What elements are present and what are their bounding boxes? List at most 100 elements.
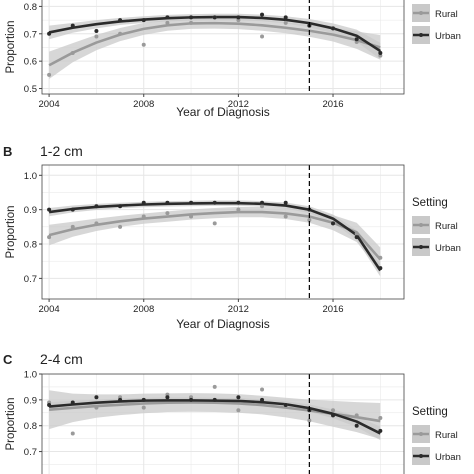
y-tick-label: 0.7 (24, 274, 37, 285)
x-tick-label: 2008 (133, 99, 154, 110)
data-point-urban (378, 266, 383, 271)
panel-letter: C (3, 352, 13, 367)
data-point-rural (354, 413, 359, 418)
data-point-rural (236, 207, 241, 212)
data-point-rural (307, 418, 312, 423)
data-point-rural (236, 408, 241, 413)
y-tick-label: 0.8 (24, 421, 37, 432)
data-point-rural (165, 211, 170, 216)
data-point-urban (118, 204, 123, 209)
y-axis-title: Proportion (5, 205, 17, 258)
legend-label-urban: Urban (435, 452, 461, 463)
data-point-urban (354, 235, 359, 240)
data-point-urban (141, 18, 146, 23)
legend-label-urban: Urban (435, 243, 461, 254)
y-tick-label: 0.7 (24, 29, 37, 40)
panel-title: 2-4 cm (40, 351, 83, 367)
y-tick-label: 1.0 (24, 370, 37, 381)
data-point-urban (118, 397, 123, 402)
data-point-rural (283, 20, 288, 25)
plot-marks (47, 374, 383, 474)
data-point-rural (212, 384, 217, 389)
data-point-urban (141, 200, 146, 205)
x-tick-label: 2004 (39, 99, 60, 110)
data-point-urban (94, 395, 99, 400)
data-point-rural (260, 387, 265, 392)
data-point-urban (94, 29, 99, 34)
plot-border (41, 373, 405, 474)
data-point-urban (260, 200, 265, 205)
data-point-rural (378, 53, 383, 58)
data-point-urban (283, 200, 288, 205)
data-point-urban (236, 15, 241, 20)
y-tick-label: 0.8 (24, 2, 37, 13)
data-point-rural (70, 431, 75, 436)
y-tick-label: 0.7 (24, 447, 37, 458)
y-tick-label: 1.0 (24, 171, 37, 182)
x-axis-title: Year of Diagnosis (176, 317, 270, 331)
y-tick-label: 0.9 (24, 205, 37, 216)
data-point-rural (47, 72, 52, 77)
y-tick-label: 0.9 (24, 395, 37, 406)
data-point-rural (212, 221, 217, 226)
x-tick-label: 2008 (133, 304, 154, 315)
data-point-urban (212, 200, 217, 205)
fit-line-rural (48, 21, 381, 67)
data-point-rural (260, 204, 265, 209)
y-tick-label: 0.8 (24, 240, 37, 251)
data-point-rural (94, 34, 99, 39)
data-point-rural (70, 50, 75, 55)
data-point-rural (141, 214, 146, 219)
plot-border (41, 164, 405, 300)
data-point-rural (141, 42, 146, 47)
data-point-rural (260, 34, 265, 39)
data-point-urban (331, 413, 336, 418)
confidence-ribbon-urban (49, 13, 381, 60)
panel-a: 0.5 0.6 0.7 0.8 2004 2008 2012 2016 Proportion Ye… (5, 0, 461, 119)
data-point-rural (236, 18, 241, 23)
legend-label-rural: Rural (435, 221, 458, 232)
x-tick-label: 2016 (322, 304, 343, 315)
legend-key-point (419, 33, 423, 37)
legend-key-point (419, 223, 423, 227)
data-point-rural (165, 20, 170, 25)
y-tick-label: 0.5 (24, 84, 37, 95)
data-point-urban (283, 15, 288, 20)
confidence-ribbon-rural (49, 206, 381, 272)
data-point-rural (189, 20, 194, 25)
x-tick-label: 2012 (228, 304, 249, 315)
data-point-urban (70, 23, 75, 28)
data-point-rural (94, 221, 99, 226)
x-tick-label: 2012 (228, 99, 249, 110)
data-point-urban (70, 207, 75, 212)
data-point-urban (118, 18, 123, 23)
data-point-urban (331, 221, 336, 226)
data-point-urban (189, 397, 194, 402)
data-point-urban (165, 200, 170, 205)
y-tick-label: 0.6 (24, 57, 37, 68)
data-point-urban (47, 31, 52, 36)
data-point-rural (378, 415, 383, 420)
data-point-urban (212, 15, 217, 20)
data-point-rural (70, 224, 75, 229)
legend-key-point (419, 11, 423, 15)
data-point-urban (283, 403, 288, 408)
data-point-urban (47, 403, 52, 408)
legend-key-point (419, 245, 423, 249)
data-point-rural (354, 40, 359, 44)
data-point-urban (189, 15, 194, 20)
data-point-rural (118, 31, 123, 36)
data-point-rural (283, 214, 288, 219)
data-point-urban (189, 200, 194, 205)
data-point-urban (354, 37, 359, 42)
legend-label-rural: Rural (435, 430, 458, 441)
panel-c: 0.7 0.8 0.9 1.0 Proportion C 2-4 cm Setting Rura… (3, 351, 461, 474)
data-point-rural (354, 231, 359, 236)
legend-label-rural: Rural (435, 9, 458, 20)
data-point-urban (165, 15, 170, 20)
legend-label-urban: Urban (435, 31, 461, 42)
data-point-rural (141, 405, 146, 410)
